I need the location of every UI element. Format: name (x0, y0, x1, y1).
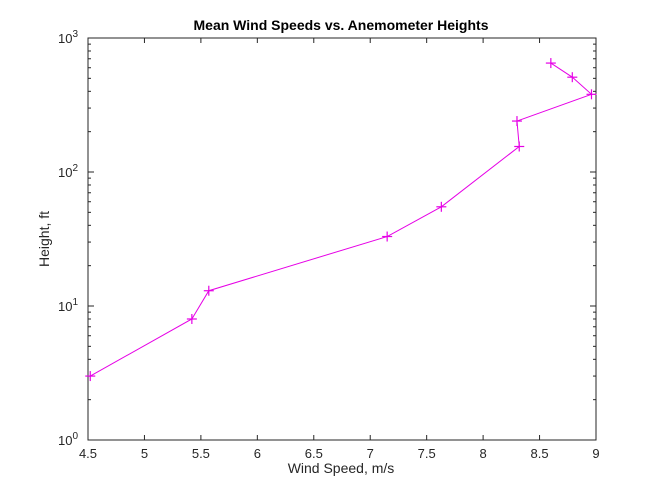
x-tick-label: 8.5 (531, 446, 549, 461)
x-tick-label: 8 (479, 446, 486, 461)
data-point-marker (567, 72, 578, 83)
y-tick-label-exponent: 3 (72, 29, 78, 40)
x-axis-ticks: 4.5 5 5.5 6 6.5 7 7.5 8 8.5 9 (79, 38, 600, 461)
data-point-marker (85, 371, 96, 382)
y-tick-label-base: 10 (58, 31, 72, 46)
x-tick-label: 6 (254, 446, 261, 461)
y-tick-label: 103 (58, 29, 78, 46)
data-point-marker (586, 89, 597, 100)
plot-area-frame (87, 37, 597, 441)
y-tick-label-exponent: 0 (72, 431, 78, 442)
y-tick-label-base: 10 (58, 299, 72, 314)
y-tick-label-exponent: 1 (72, 297, 78, 308)
data-point-marker (203, 285, 214, 296)
x-tick-label: 6.5 (305, 446, 323, 461)
x-tick-label: 7.5 (418, 446, 436, 461)
x-tick-label: 5 (141, 446, 148, 461)
y-tick-label: 101 (58, 297, 78, 314)
x-tick-label: 4.5 (79, 446, 97, 461)
x-tick-label: 5.5 (192, 446, 210, 461)
y-tick-label: 100 (58, 431, 78, 448)
series-line (90, 62, 593, 377)
x-axis-label: Wind Speed, m/s (288, 460, 395, 476)
x-tick-label: 9 (592, 446, 599, 461)
data-point-marker (382, 231, 393, 242)
y-tick-label-base: 10 (58, 433, 72, 448)
chart-title: Mean Wind Speeds vs. Anemometer Heights (194, 17, 489, 33)
data-point-marker (545, 58, 556, 69)
y-axis-label: Height, ft (36, 211, 52, 267)
data-point-marker (436, 201, 447, 212)
series-layer (85, 58, 597, 382)
x-tick-label: 7 (367, 446, 374, 461)
data-point-marker (186, 313, 197, 324)
data-point-marker (514, 141, 525, 152)
y-tick-label: 102 (58, 163, 78, 180)
y-tick-label-base: 10 (58, 165, 72, 180)
data-point-marker (511, 116, 522, 127)
y-tick-label-exponent: 2 (72, 163, 78, 174)
